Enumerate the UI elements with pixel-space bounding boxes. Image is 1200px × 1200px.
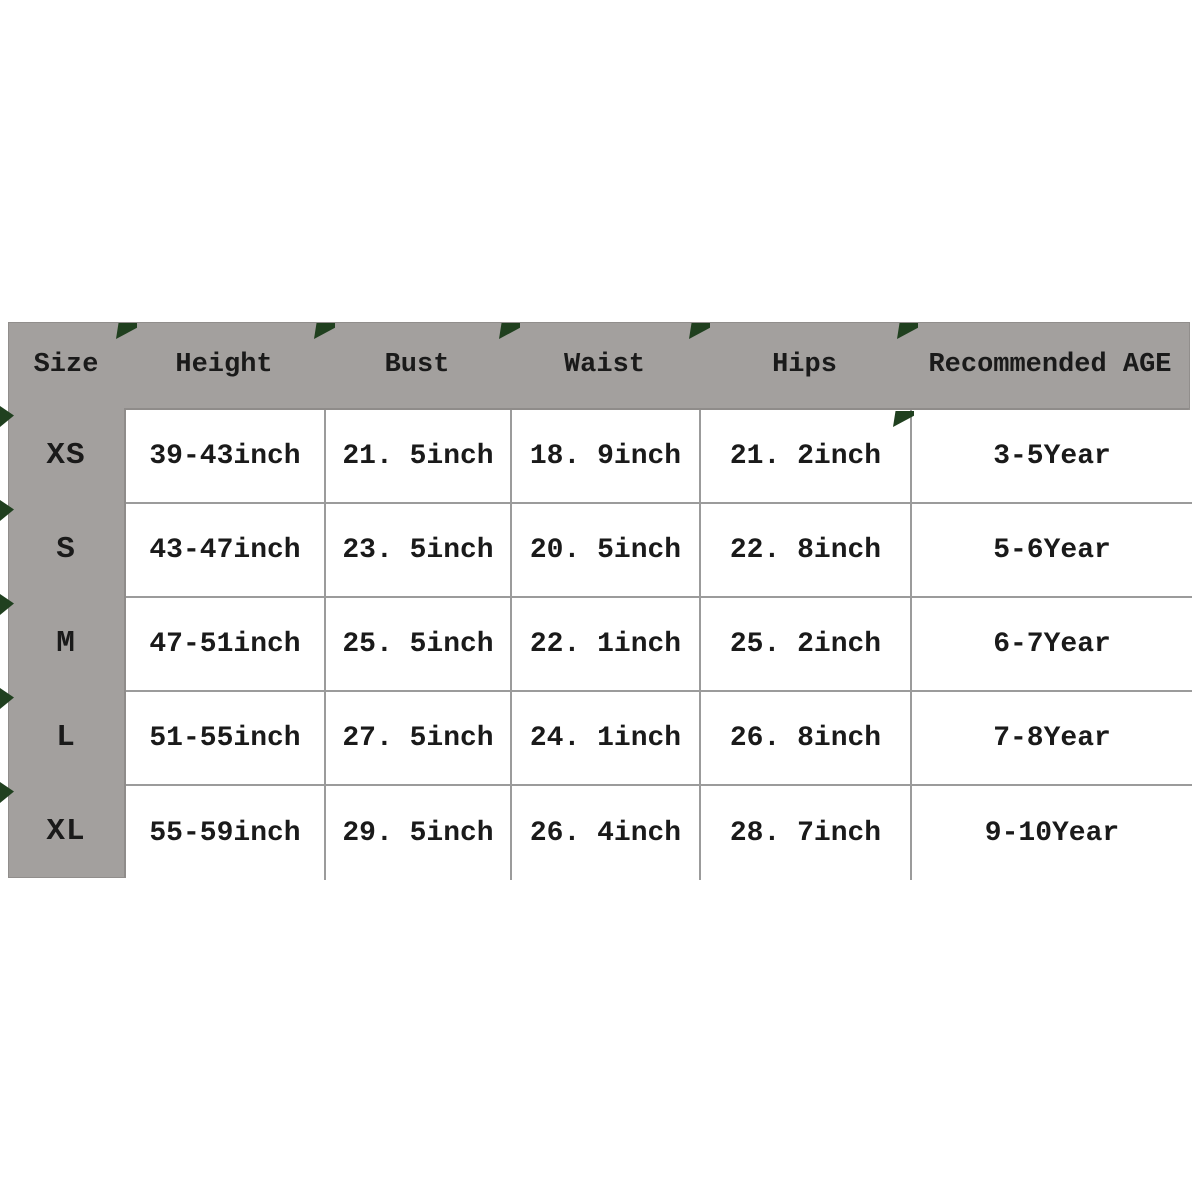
cell-hips-xl: 28. 7inch [701,786,912,880]
table-header-row: Size Height Bust Waist Hips Recommended … [8,322,1190,408]
size-label-s: S [56,531,76,567]
cell-bust-s: 23. 5inch [326,504,512,598]
size-label-xs: XS [46,437,86,473]
cell-waist-xs: 18. 9inch [512,410,701,504]
cell-bust-xs: 21. 5inch [326,410,512,504]
size-label-l: L [56,719,76,755]
cell-age-l: 7-8Year [912,692,1192,786]
cell-height-xs: 39-43inch [126,410,326,504]
cell-height-l: 51-55inch [126,692,326,786]
cell-waist-xl: 26. 4inch [512,786,701,880]
cell-hips-l: 26. 8inch [701,692,912,786]
header-height: Height [175,350,273,380]
cell-height-xl: 55-59inch [126,786,326,880]
size-label-m: M [56,625,76,661]
header-bust: Bust [384,350,450,380]
header-waist: Waist [563,350,645,380]
cell-hips-m: 25. 2inch [701,598,912,692]
cell-height-m: 47-51inch [126,598,326,692]
cell-waist-l: 24. 1inch [512,692,701,786]
cell-waist-m: 22. 1inch [512,598,701,692]
cell-height-s: 43-47inch [126,504,326,598]
size-label-xl: XL [46,813,86,849]
cell-bust-l: 27. 5inch [326,692,512,786]
cell-bust-m: 25. 5inch [326,598,512,692]
cell-waist-s: 20. 5inch [512,504,701,598]
header-hips: Hips [772,350,837,380]
cell-age-xs: 3-5Year [912,410,1192,504]
size-chart-panel: Size Height Bust Waist Hips Recommended … [8,322,1192,880]
header-size: Size [33,350,99,380]
cell-hips-s: 22. 8inch [701,504,912,598]
cell-age-m: 6-7Year [912,598,1192,692]
cell-hips-xs: 21. 2inch [701,410,912,504]
measurement-table: 39-43inch 21. 5inch 18. 9inch 21. 2inch … [124,408,1192,880]
header-recommended-age: Recommended AGE [928,350,1172,380]
cell-bust-xl: 29. 5inch [326,786,512,880]
cell-age-s: 5-6Year [912,504,1192,598]
size-label-column: XS S M L XL [8,408,124,878]
cell-age-xl: 9-10Year [912,786,1192,880]
